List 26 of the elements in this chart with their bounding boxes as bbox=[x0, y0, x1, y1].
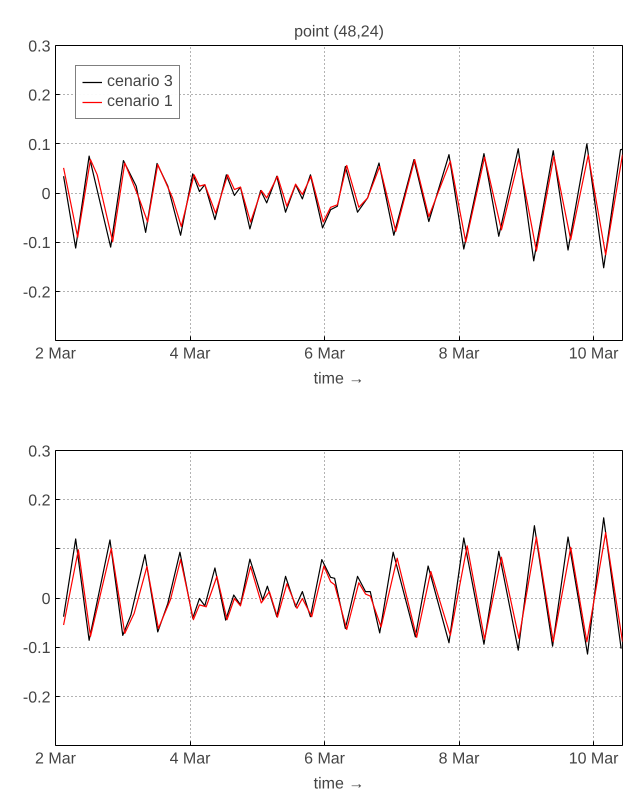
x-tick-label: 2 Mar bbox=[35, 346, 77, 362]
x-tick-label: 8 Mar bbox=[438, 750, 480, 768]
x-tick-label: 4 Mar bbox=[170, 346, 212, 362]
x-tick-label: 2 Mar bbox=[35, 750, 77, 768]
x-axis-title: time → bbox=[314, 370, 364, 388]
y-tick-label: 0 bbox=[42, 591, 51, 608]
y-tick-label: -0.2 bbox=[22, 284, 51, 302]
x-tick-label: 4 Mar bbox=[170, 750, 212, 768]
x-tick-label: 8 Mar bbox=[438, 346, 480, 362]
y-tick-label: 0.2 bbox=[28, 492, 51, 510]
y-tick-label: -0.1 bbox=[22, 235, 51, 252]
y-tick-label: 0.3 bbox=[28, 444, 51, 460]
x-tick-label: 6 Mar bbox=[304, 346, 346, 362]
y-tick-label: 0 bbox=[42, 186, 51, 203]
y-tick-label: -0.2 bbox=[22, 689, 51, 706]
x-tick-label: 6 Mar bbox=[304, 750, 346, 768]
y-tick-label: 0.3 bbox=[28, 38, 51, 56]
y-tick-label: 0.1 bbox=[28, 136, 51, 154]
y-tick-label: -0.1 bbox=[22, 640, 51, 658]
x-tick-label: 10 Mar bbox=[568, 346, 620, 362]
x-tick-label: 10 Mar bbox=[568, 750, 620, 768]
legend-label: cenario 3 bbox=[107, 73, 173, 91]
x-axis-title: time → bbox=[314, 776, 364, 792]
legend-label: cenario 1 bbox=[107, 93, 173, 111]
y-tick-label: 0.2 bbox=[28, 88, 51, 105]
chart-title: point (48,24) bbox=[294, 24, 384, 40]
